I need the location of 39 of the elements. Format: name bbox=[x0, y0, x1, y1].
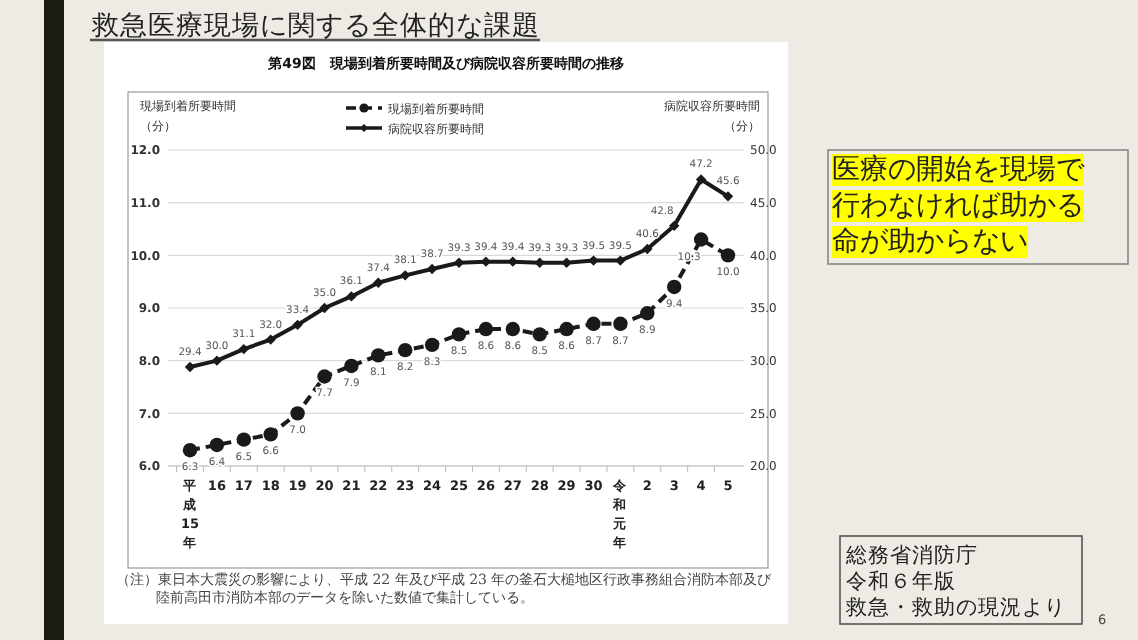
text: 令和６年版 bbox=[846, 568, 956, 594]
point bbox=[642, 243, 653, 255]
point bbox=[693, 232, 709, 247]
point bbox=[344, 358, 359, 374]
text: 総務省消防庁 bbox=[844, 542, 978, 568]
point bbox=[400, 270, 411, 281]
point bbox=[292, 319, 303, 331]
point bbox=[371, 348, 386, 363]
point bbox=[559, 321, 574, 337]
point bbox=[373, 277, 384, 288]
point bbox=[182, 443, 198, 458]
point bbox=[290, 406, 305, 421]
point bbox=[613, 316, 628, 331]
point bbox=[211, 355, 223, 366]
text: 医療の開始を現場で行わなければ助かる命が助からない bbox=[832, 154, 1084, 258]
point bbox=[532, 327, 547, 342]
point bbox=[615, 255, 626, 266]
point bbox=[505, 321, 520, 337]
point bbox=[238, 343, 249, 355]
point bbox=[346, 291, 357, 302]
text: 救急・救助の現況より bbox=[844, 594, 1066, 620]
point bbox=[669, 220, 680, 232]
point bbox=[451, 327, 467, 342]
point bbox=[640, 306, 655, 321]
point bbox=[319, 302, 330, 314]
point bbox=[478, 321, 494, 337]
chart-subtitle: 救急医療現場に関する全体的な課題 bbox=[90, 10, 540, 42]
point bbox=[209, 437, 225, 453]
point bbox=[236, 432, 251, 447]
point bbox=[720, 248, 736, 263]
point bbox=[667, 279, 682, 295]
point bbox=[722, 191, 734, 202]
point bbox=[265, 334, 276, 345]
point bbox=[317, 369, 332, 384]
point bbox=[263, 427, 278, 442]
point bbox=[398, 342, 413, 358]
point bbox=[586, 316, 601, 331]
point bbox=[424, 337, 440, 353]
point bbox=[695, 174, 707, 185]
